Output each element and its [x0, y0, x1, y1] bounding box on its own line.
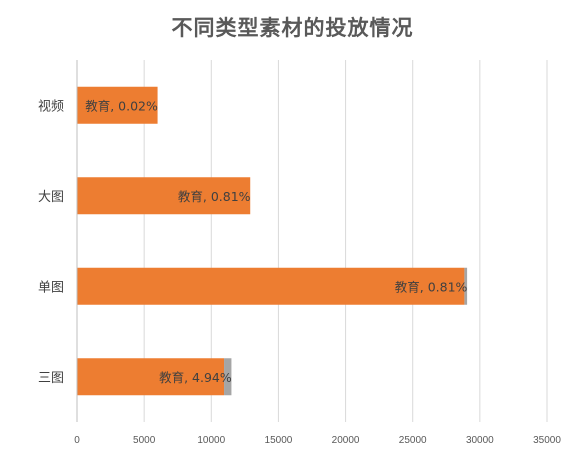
data-label: 教育, 0.81% — [395, 279, 468, 294]
x-tick-label: 15000 — [265, 435, 293, 446]
data-label: 教育, 4.94% — [159, 370, 232, 385]
bar-segment-2 — [464, 267, 468, 305]
x-tick-label: 5000 — [133, 435, 156, 446]
x-tick-label: 35000 — [533, 435, 561, 446]
category-label: 大图 — [38, 190, 64, 205]
category-label: 视频 — [38, 99, 64, 114]
chart-title: 不同类型素材的投放情况 — [171, 16, 414, 40]
bar-segment-1 — [77, 177, 251, 215]
bar-segment-1 — [77, 358, 225, 396]
data-label: 教育, 0.81% — [178, 189, 251, 204]
bar-segment-2 — [224, 358, 232, 396]
x-tick-label: 30000 — [466, 435, 494, 446]
bar-segment-1 — [77, 267, 465, 305]
x-tick-label: 20000 — [332, 435, 360, 446]
category-label: 单图 — [38, 280, 64, 295]
bar-segment-1 — [77, 86, 158, 124]
data-label: 教育, 0.02% — [85, 98, 158, 113]
x-tick-label: 25000 — [399, 435, 427, 446]
x-tick-label: 0 — [74, 435, 80, 446]
x-tick-label: 10000 — [197, 435, 225, 446]
category-label: 三图 — [38, 371, 64, 386]
